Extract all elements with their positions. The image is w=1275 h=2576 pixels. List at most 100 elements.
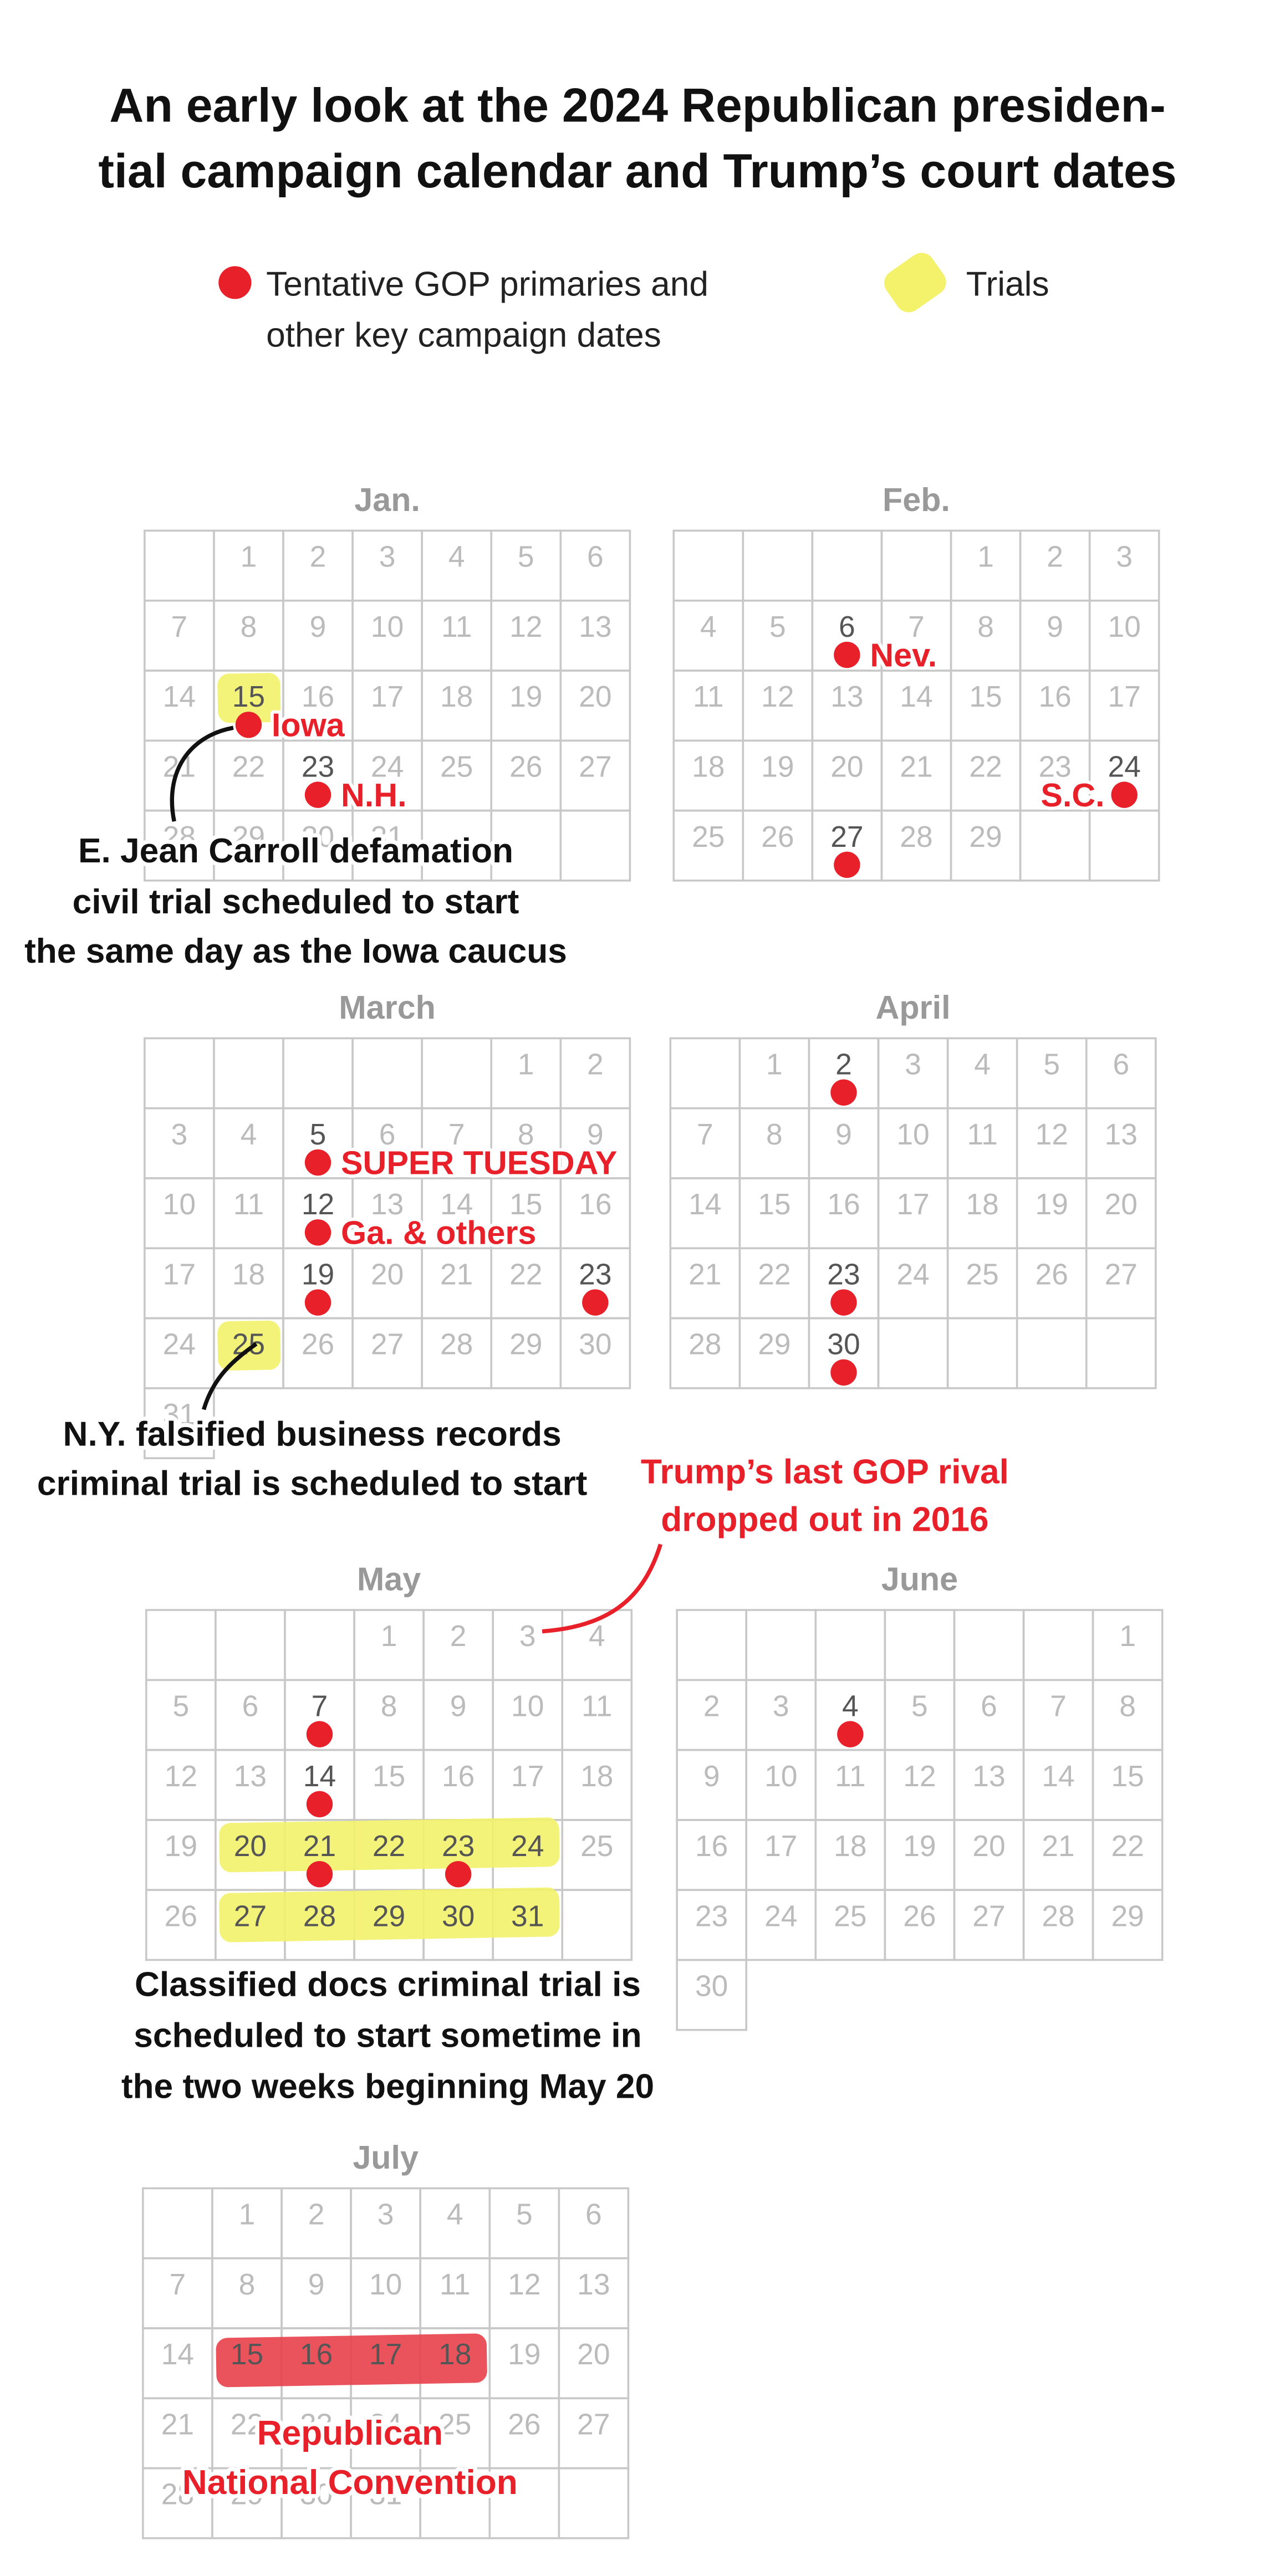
day-number: 17: [511, 1760, 544, 1793]
day-number: 12: [761, 681, 794, 713]
day-number: 10: [163, 1188, 196, 1221]
day-number: 17: [764, 1830, 797, 1863]
day-number: 30: [827, 1328, 860, 1361]
day-number: 31: [369, 2478, 402, 2511]
day-number: 9: [450, 1690, 467, 1723]
day-cell: [558, 2467, 630, 2539]
event-label: SUPER TUESDAY: [341, 1144, 617, 1181]
day-number: 1: [518, 1049, 534, 1081]
day-number: 14: [161, 2338, 194, 2371]
day-number: 17: [896, 1188, 929, 1221]
day-number: 10: [1108, 611, 1141, 643]
day-number: 21: [1042, 1830, 1074, 1863]
day-number: 4: [700, 611, 717, 643]
convention-highlight: [216, 2333, 487, 2388]
day-number: 14: [688, 1188, 721, 1221]
day-number: 30: [695, 1970, 728, 2003]
day-cell: [561, 1889, 633, 1961]
day-number: 3: [773, 1690, 789, 1723]
day-number: 5: [518, 541, 534, 574]
day-number: 2: [310, 541, 327, 574]
day-number: 7: [170, 2268, 186, 2301]
day-number: 26: [509, 751, 542, 784]
day-number: 5: [911, 1690, 928, 1723]
annotation: the same day as the Iowa caucus: [24, 932, 567, 970]
day-number: 28: [900, 821, 932, 853]
event-dot: [1111, 781, 1138, 808]
month-title: July: [353, 2139, 419, 2176]
day-number: 24: [896, 1258, 929, 1291]
day-number: 13: [234, 1760, 267, 1793]
day-number: 19: [165, 1830, 197, 1863]
day-number: 23: [1038, 751, 1071, 784]
day-number: 12: [1036, 1118, 1068, 1151]
day-number: 28: [163, 821, 196, 853]
day-number: 31: [511, 1900, 544, 1933]
event-dot: [830, 1359, 857, 1386]
day-number: 15: [509, 1188, 542, 1221]
day-number: 31: [163, 1398, 196, 1431]
day-number: 3: [1116, 541, 1133, 574]
day-number: 26: [761, 821, 794, 853]
day-number: 7: [312, 1690, 328, 1723]
day-number: 27: [579, 751, 611, 784]
day-number: 27: [371, 1328, 404, 1361]
annotation: Republican: [257, 2414, 443, 2452]
legend-highlight: [884, 253, 946, 313]
day-number: 1: [381, 1620, 397, 1653]
annotation: Trump’s last GOP rival: [641, 1453, 1009, 1491]
day-number: 11: [441, 611, 472, 643]
day-number: 11: [440, 2268, 470, 2301]
event-dot: [445, 1861, 472, 1888]
day-number: 19: [509, 681, 542, 713]
title-line: An early look at the 2024 Republican pre…: [109, 79, 1165, 132]
day-number: 11: [967, 1118, 997, 1151]
day-number: 1: [766, 1049, 783, 1081]
day-number: 30: [300, 2478, 333, 2511]
month-title: May: [357, 1560, 421, 1597]
day-number: 29: [969, 821, 1002, 853]
title-line: tial campaign calendar and Trump’s court…: [98, 145, 1176, 198]
day-number: 20: [1105, 1188, 1138, 1221]
day-number: 23: [579, 1258, 611, 1291]
event-label: Ga. & others: [341, 1214, 536, 1251]
month-title: Feb.: [883, 481, 950, 518]
day-number: 9: [1047, 611, 1063, 643]
day-number: 26: [508, 2408, 540, 2441]
day-number: 26: [1036, 1258, 1068, 1291]
day-number: 29: [231, 2478, 263, 2511]
day-number: 23: [695, 1900, 728, 1933]
annotation: dropped out in 2016: [661, 1501, 988, 1539]
day-number: 14: [1042, 1760, 1074, 1793]
event-dot: [304, 1149, 332, 1176]
day-cell: [559, 809, 631, 882]
day-number: 4: [974, 1049, 991, 1081]
day-number: 19: [508, 2338, 540, 2371]
day-number: 4: [589, 1620, 605, 1653]
day-number: 4: [842, 1690, 859, 1723]
day-number: 1: [239, 2199, 256, 2231]
day-number: 9: [703, 1760, 720, 1793]
day-cell: [1085, 1317, 1157, 1389]
day-number: 21: [900, 751, 932, 784]
day-number: 12: [508, 2268, 540, 2301]
day-number: 28: [1042, 1900, 1074, 1933]
legend-label: Trials: [966, 265, 1049, 304]
day-number: 3: [519, 1620, 536, 1653]
day-number: 11: [582, 1690, 612, 1723]
day-number: 20: [371, 1258, 404, 1291]
day-number: 6: [981, 1690, 997, 1723]
day-number: 2: [703, 1690, 720, 1723]
day-number: 14: [440, 1188, 473, 1221]
annotation: civil trial scheduled to start: [73, 883, 519, 921]
day-number: 16: [827, 1188, 860, 1221]
day-number: 18: [692, 751, 725, 784]
day-number: 17: [371, 681, 404, 713]
trial-highlight: [219, 1887, 560, 1943]
legend-label: other key campaign dates: [266, 316, 661, 354]
